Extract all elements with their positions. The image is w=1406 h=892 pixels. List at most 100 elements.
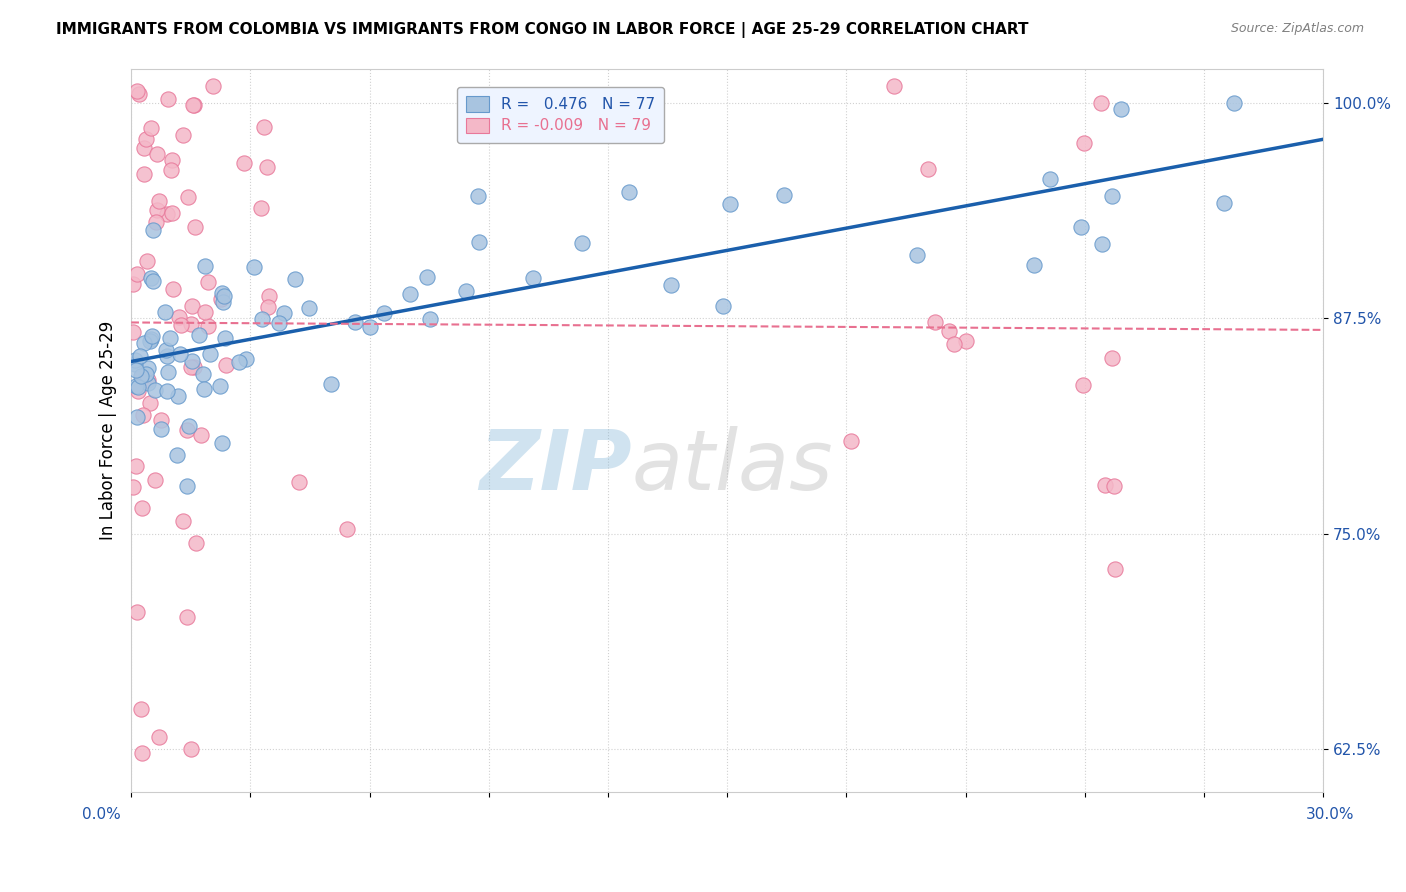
Point [136, 253, 159, 268]
Point [134, 336, 156, 351]
Point [1111, 102, 1133, 116]
Point [132, 408, 155, 422]
Point [571, 236, 593, 251]
Point [169, 346, 191, 360]
Point [273, 306, 295, 320]
Point [129, 350, 152, 364]
Point [183, 360, 205, 375]
Text: 30.0%: 30.0% [1306, 807, 1354, 822]
Point [156, 349, 179, 363]
Point [125, 605, 148, 619]
Point [522, 271, 544, 285]
Text: Source: ZipAtlas.com: Source: ZipAtlas.com [1230, 22, 1364, 36]
Point [176, 189, 198, 203]
Point [172, 128, 194, 142]
Point [141, 271, 163, 285]
Point [335, 522, 357, 536]
Point [211, 286, 233, 301]
Point [122, 325, 145, 339]
Point [1070, 220, 1092, 235]
Text: IMMIGRANTS FROM COLOMBIA VS IMMIGRANTS FROM CONGO IN LABOR FORCE | AGE 25-29 COR: IMMIGRANTS FROM COLOMBIA VS IMMIGRANTS F… [56, 22, 1029, 38]
Point [188, 327, 211, 342]
Point [122, 480, 145, 494]
Point [128, 87, 150, 101]
Point [167, 310, 190, 325]
Point [202, 78, 225, 93]
Point [156, 384, 179, 398]
Point [955, 334, 977, 349]
Point [180, 360, 202, 375]
Point [209, 378, 232, 392]
Point [917, 162, 939, 177]
Point [148, 194, 170, 208]
Point [124, 353, 146, 368]
Point [194, 304, 217, 318]
Point [1213, 196, 1236, 211]
Point [136, 360, 159, 375]
Point [180, 317, 202, 331]
Point [127, 267, 149, 281]
Point [183, 97, 205, 112]
Point [718, 196, 741, 211]
Point [942, 337, 965, 351]
Point [359, 319, 381, 334]
Point [166, 448, 188, 462]
Point [150, 422, 173, 436]
Point [134, 141, 156, 155]
Point [142, 274, 165, 288]
Point [159, 331, 181, 345]
Point [177, 418, 200, 433]
Point [139, 120, 162, 135]
Point [181, 97, 204, 112]
Point [180, 354, 202, 368]
Text: 0.0%: 0.0% [82, 807, 121, 822]
Point [1091, 237, 1114, 252]
Point [197, 275, 219, 289]
Point [148, 730, 170, 744]
Point [134, 167, 156, 181]
Point [619, 185, 641, 199]
Point [214, 331, 236, 345]
Point [176, 423, 198, 437]
Point [883, 78, 905, 93]
Point [131, 747, 153, 761]
Point [167, 388, 190, 402]
Legend: R =   0.476   N = 77, R = -0.009   N = 79: R = 0.476 N = 77, R = -0.009 N = 79 [457, 87, 664, 143]
Point [150, 413, 173, 427]
Point [419, 312, 441, 326]
Point [233, 155, 256, 169]
Point [1073, 136, 1095, 150]
Point [269, 317, 291, 331]
Point [138, 395, 160, 409]
Point [176, 610, 198, 624]
Point [160, 206, 183, 220]
Point [160, 153, 183, 168]
Point [319, 377, 342, 392]
Point [839, 434, 862, 448]
Point [157, 365, 180, 379]
Point [1101, 351, 1123, 365]
Point [454, 284, 477, 298]
Point [1071, 378, 1094, 392]
Point [172, 514, 194, 528]
Text: ZIP: ZIP [479, 425, 631, 507]
Y-axis label: In Labor Force | Age 25-29: In Labor Force | Age 25-29 [100, 320, 117, 540]
Point [184, 220, 207, 235]
Point [190, 427, 212, 442]
Point [125, 363, 148, 377]
Point [194, 259, 217, 273]
Point [711, 299, 734, 313]
Point [156, 92, 179, 106]
Point [298, 301, 321, 315]
Point [256, 300, 278, 314]
Point [197, 319, 219, 334]
Point [141, 332, 163, 346]
Point [141, 329, 163, 343]
Point [191, 367, 214, 381]
Point [250, 311, 273, 326]
Point [211, 435, 233, 450]
Point [250, 201, 273, 215]
Point [131, 369, 153, 384]
Point [181, 299, 204, 313]
Point [162, 282, 184, 296]
